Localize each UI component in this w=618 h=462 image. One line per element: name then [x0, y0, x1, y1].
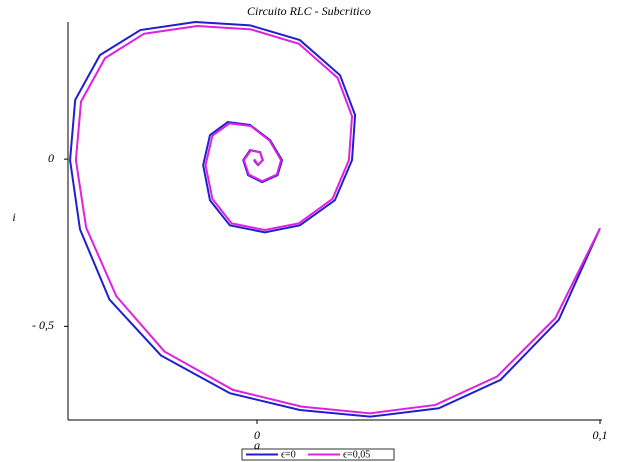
chart-title: Circuito RLC - Subcritico: [247, 4, 371, 18]
x-tick-label: 0,1: [593, 428, 608, 442]
x-axis-label: q: [254, 438, 260, 452]
legend-label: ϵ=0: [281, 449, 296, 460]
y-tick-label: - 0,5: [32, 318, 54, 332]
y-axis-label: i: [12, 210, 15, 224]
series-line: [74, 25, 601, 415]
legend-label: ϵ=0,05: [343, 449, 370, 460]
x-tick-label: 0: [254, 428, 260, 442]
series-line: [69, 20, 601, 418]
y-tick-label: 0: [48, 151, 54, 165]
